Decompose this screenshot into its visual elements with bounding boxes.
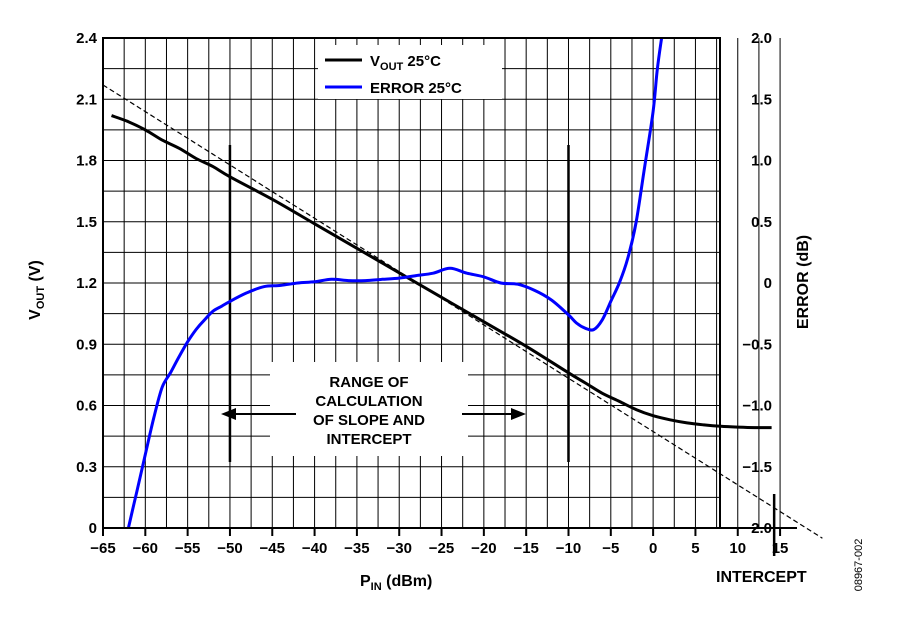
x-tick-label: −10 — [556, 540, 581, 557]
extrapolation-line — [102, 84, 823, 539]
x-tick-label: −40 — [302, 540, 327, 557]
x-tick-label: −45 — [260, 540, 285, 557]
range-markers — [228, 145, 570, 462]
x-tick-label: −15 — [513, 540, 538, 557]
x-tick-label: −5 — [602, 540, 619, 557]
y-left-tick-label: 2.1 — [76, 91, 97, 108]
y-right-tick-label: 1.0 — [751, 153, 772, 170]
y-left-tick-label: 0 — [89, 520, 97, 537]
legend-label-error: ERROR 25°C — [370, 80, 462, 97]
y-right-tick-label: 0 — [764, 275, 772, 292]
x-tick-label: −50 — [217, 540, 242, 557]
x-tick-label: 10 — [729, 540, 746, 557]
x-tick-label: −30 — [386, 540, 411, 557]
y-right-tick-label: −1.0 — [742, 398, 772, 415]
range-annotation: RANGE OF CALCULATION OF SLOPE AND INTERC… — [221, 362, 526, 456]
y-right-axis-title: ERROR (dB) — [795, 235, 812, 329]
series-line-vout — [110, 114, 772, 430]
y-right-tick-label: 1.5 — [751, 91, 772, 108]
intercept-label: INTERCEPT — [716, 569, 807, 586]
annotation-line-3: OF SLOPE AND — [313, 412, 425, 429]
tick-labels: −65 −60 −55 −50 −45 −40 −35 −30 −25 −20 −15 −10 −5 0 5… — [76, 30, 788, 557]
arrow-right-head — [511, 408, 526, 420]
x-tick-label: −25 — [429, 540, 454, 557]
y-right-tick-label: 2.0 — [751, 30, 772, 47]
x-tick-label: 15 — [772, 540, 789, 557]
x-tick-label: −65 — [90, 540, 115, 557]
x-tick-label: −20 — [471, 540, 496, 557]
legend-backdrop — [318, 45, 502, 99]
series-line-error — [126, 37, 664, 529]
y-left-tick-label: 0.9 — [76, 336, 97, 353]
x-tick-label: −35 — [344, 540, 369, 557]
x-tick-label: −60 — [133, 540, 158, 557]
annotation-backdrop — [270, 362, 468, 456]
axes — [102, 37, 797, 556]
x-tick-label: −55 — [175, 540, 200, 557]
x-tick-label: 0 — [649, 540, 657, 557]
annotation-line-1: RANGE OF — [329, 374, 408, 391]
y-left-tick-label: 0.6 — [76, 398, 97, 415]
annotation-line-4: INTERCEPT — [326, 431, 411, 448]
figure-id: 08967-002 — [853, 539, 865, 592]
y-left-tick-label: 1.2 — [76, 275, 97, 292]
y-right-tick-label: −2.0 — [742, 520, 772, 537]
arrow-left-head — [221, 408, 236, 420]
x-tick-label: 5 — [691, 540, 699, 557]
legend-label-vout: VOUT 25°C — [370, 53, 441, 73]
y-right-tick-label: −0.5 — [742, 336, 772, 353]
legend: VOUT 25°C ERROR 25°C — [318, 45, 502, 99]
y-left-tick-label: 2.4 — [76, 30, 98, 47]
y-left-tick-label: 0.3 — [76, 459, 97, 476]
y-left-axis-title: VOUT (V) — [27, 260, 47, 320]
y-right-tick-label: 0.5 — [751, 214, 772, 231]
x-axis-title: PIN (dBm) — [360, 573, 432, 593]
series-group — [102, 37, 823, 539]
annotation-line-2: CALCULATION — [315, 393, 422, 410]
y-left-tick-label: 1.8 — [76, 153, 97, 170]
y-right-tick-label: −1.5 — [742, 459, 772, 476]
y-left-tick-label: 1.5 — [76, 214, 97, 231]
